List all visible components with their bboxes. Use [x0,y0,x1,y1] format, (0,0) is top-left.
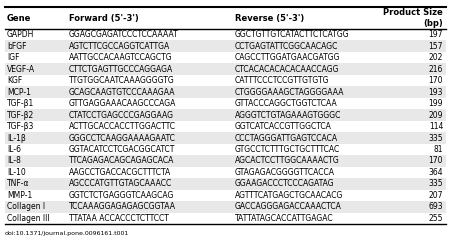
Text: CTTCTGAGTTGCCCAGGAGA: CTTCTGAGTTGCCCAGGAGA [69,65,173,74]
Bar [5,201,446,213]
Text: TNF-α: TNF-α [7,180,29,188]
Text: 209: 209 [428,111,443,120]
Text: IL-1β: IL-1β [7,134,26,142]
Text: bFGF: bFGF [7,42,27,51]
Text: GGTCTCTGAGGGTCAAGCAG: GGTCTCTGAGGGTCAAGCAG [69,191,174,200]
Bar [5,109,446,121]
Text: CATTTCCCTCCGTTGTGTG: CATTTCCCTCCGTTGTGTG [235,76,329,85]
Text: TGF-β3: TGF-β3 [7,122,35,131]
Bar [5,29,446,40]
Bar [5,213,446,224]
Text: 157: 157 [428,42,443,51]
Text: TCCAAAGGAGAGAGCGGTAA: TCCAAAGGAGAGAGCGGTAA [69,202,176,211]
Text: Product Size
(bp): Product Size (bp) [383,8,443,28]
Text: TTATAA ACCACCCTCTTCCT: TTATAA ACCACCCTCTTCCT [69,214,169,223]
Text: 193: 193 [428,87,443,97]
Text: GGTCATCACCGTTGGCTCA: GGTCATCACCGTTGGCTCA [235,122,331,131]
Text: CTATCCTGAGCCCGAGGAAG: CTATCCTGAGCCCGAGGAAG [69,111,174,120]
Text: GTGCCTCTTTGCTGCTTTCAC: GTGCCTCTTTGCTGCTTTCAC [235,145,340,154]
Text: MCP-1: MCP-1 [7,87,31,97]
Text: 216: 216 [429,65,443,74]
Text: GAPDH: GAPDH [7,30,35,39]
Bar [5,144,446,155]
Text: GGAGCGAGATCCCTCCAAAAT: GGAGCGAGATCCCTCCAAAAT [69,30,179,39]
Bar [5,190,446,201]
Text: 364: 364 [428,168,443,177]
Bar [5,121,446,132]
Bar [5,155,446,167]
Text: 202: 202 [429,53,443,62]
Bar [5,86,446,98]
Text: 255: 255 [428,214,443,223]
Text: TATTATAGCACCATTGAGAC: TATTATAGCACCATTGAGAC [235,214,333,223]
Text: AAGCCTGACCACGCTTTCTA: AAGCCTGACCACGCTTTCTA [69,168,171,177]
Text: TTCAGAGACAGCAGAGCACA: TTCAGAGACAGCAGAGCACA [69,156,174,166]
Text: Forward (5'-3'): Forward (5'-3') [69,13,138,23]
Bar [5,178,446,190]
Text: GTTACCCAGGCTGGTCTCAA: GTTACCCAGGCTGGTCTCAA [235,99,337,108]
Text: 693: 693 [428,202,443,211]
Text: VEGF-A: VEGF-A [7,65,35,74]
Text: 335: 335 [428,180,443,188]
Bar [5,40,446,52]
Text: CCCTAGGGATTGAGTCCACA: CCCTAGGGATTGAGTCCACA [235,134,338,142]
Text: AGGGTCTGTAGAAAGTGGGC: AGGGTCTGTAGAAAGTGGGC [235,111,341,120]
Bar [5,52,446,63]
Bar [5,63,446,75]
Bar [5,75,446,86]
Text: 170: 170 [428,156,443,166]
Text: MMP-1: MMP-1 [7,191,32,200]
Text: CCTGAGTATTCGGCAACAGC: CCTGAGTATTCGGCAACAGC [235,42,338,51]
Text: 170: 170 [428,76,443,85]
Text: 335: 335 [428,134,443,142]
Text: GACCAGGGAGACCAAACTCA: GACCAGGGAGACCAAACTCA [235,202,341,211]
Text: GCAGCAAGTGTCCCAAAGAA: GCAGCAAGTGTCCCAAAGAA [69,87,175,97]
Text: 197: 197 [428,30,443,39]
Text: doi:10.1371/journal.pone.0096161.t001: doi:10.1371/journal.pone.0096161.t001 [5,231,129,236]
Text: CTCACACACACACAACCAGG: CTCACACACACACAACCAGG [235,65,339,74]
Text: 199: 199 [428,99,443,108]
Text: GGTACATCCTCGACGGCATCT: GGTACATCCTCGACGGCATCT [69,145,175,154]
Text: 81: 81 [434,145,443,154]
Text: KGF: KGF [7,76,22,85]
Text: IL-8: IL-8 [7,156,21,166]
Text: 114: 114 [429,122,443,131]
Text: Collagen I: Collagen I [7,202,45,211]
Text: Collagen III: Collagen III [7,214,50,223]
Bar [5,167,446,178]
Text: TTGTGGCAATCAAAGGGGTG: TTGTGGCAATCAAAGGGGTG [69,76,174,85]
Text: IL-10: IL-10 [7,168,26,177]
Text: 207: 207 [428,191,443,200]
Text: GGAAGACCCTCCCAGATAG: GGAAGACCCTCCCAGATAG [235,180,334,188]
Text: IL-6: IL-6 [7,145,21,154]
Bar [5,98,446,109]
Text: ACTTGCACCACCTTGGACTTC: ACTTGCACCACCTTGGACTTC [69,122,176,131]
Text: AATTGCCACAAGTCCAGCTG: AATTGCCACAAGTCCAGCTG [69,53,173,62]
Text: GTAGAGACGGGGTTCACCA: GTAGAGACGGGGTTCACCA [235,168,335,177]
Text: GGCTGTTGTCATACTTCTCATGG: GGCTGTTGTCATACTTCTCATGG [235,30,349,39]
Text: AGTTTCATGAGCTGCAACACG: AGTTTCATGAGCTGCAACACG [235,191,343,200]
Bar [5,7,446,29]
Text: AGCCCATGTTGTAGCAAACC: AGCCCATGTTGTAGCAAACC [69,180,172,188]
Text: AGTCTTCGCCAGGTCATTGA: AGTCTTCGCCAGGTCATTGA [69,42,170,51]
Text: CTGGGGAAAGCTAGGGGAAA: CTGGGGAAAGCTAGGGGAAA [235,87,344,97]
Text: Gene: Gene [7,13,31,23]
Text: GTTGAGGAAACAAGCCCAGA: GTTGAGGAAACAAGCCCAGA [69,99,176,108]
Text: GGGCCTCAAGGAAAAGAATC: GGGCCTCAAGGAAAAGAATC [69,134,175,142]
Text: CAGCCTTGGATGAACGATGG: CAGCCTTGGATGAACGATGG [235,53,340,62]
Text: TGF-β1: TGF-β1 [7,99,34,108]
Text: TGF-β2: TGF-β2 [7,111,34,120]
Text: Reverse (5'-3'): Reverse (5'-3') [235,13,304,23]
Text: IGF: IGF [7,53,19,62]
Text: AGCACTCCTTGGCAAAACTG: AGCACTCCTTGGCAAAACTG [235,156,339,166]
Bar [5,132,446,144]
